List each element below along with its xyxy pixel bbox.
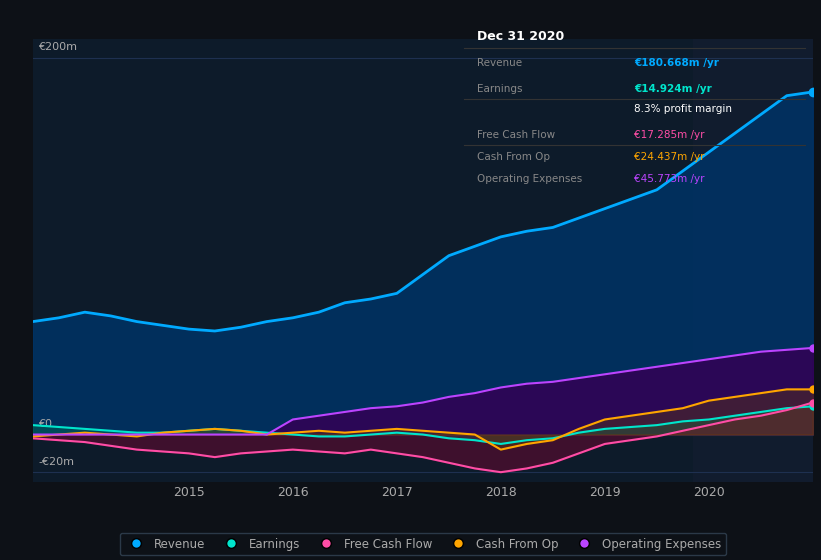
Text: €24.437m /yr: €24.437m /yr bbox=[635, 152, 704, 162]
Text: €200m: €200m bbox=[38, 43, 77, 53]
Text: €14.924m /yr: €14.924m /yr bbox=[635, 83, 712, 94]
Text: -€20m: -€20m bbox=[38, 456, 74, 466]
Text: €45.773m /yr: €45.773m /yr bbox=[635, 174, 704, 184]
Text: Cash From Op: Cash From Op bbox=[478, 152, 551, 162]
Text: €17.285m /yr: €17.285m /yr bbox=[635, 130, 704, 139]
Text: Revenue: Revenue bbox=[478, 58, 523, 68]
Text: €180.668m /yr: €180.668m /yr bbox=[635, 58, 719, 68]
Text: Earnings: Earnings bbox=[478, 83, 523, 94]
Text: Operating Expenses: Operating Expenses bbox=[478, 174, 583, 184]
Text: €0: €0 bbox=[38, 419, 52, 429]
Text: Dec 31 2020: Dec 31 2020 bbox=[478, 30, 565, 44]
Bar bbox=[693, 39, 813, 482]
Legend: Revenue, Earnings, Free Cash Flow, Cash From Op, Operating Expenses: Revenue, Earnings, Free Cash Flow, Cash … bbox=[120, 533, 726, 556]
Text: Free Cash Flow: Free Cash Flow bbox=[478, 130, 556, 139]
Text: 8.3% profit margin: 8.3% profit margin bbox=[635, 104, 732, 114]
